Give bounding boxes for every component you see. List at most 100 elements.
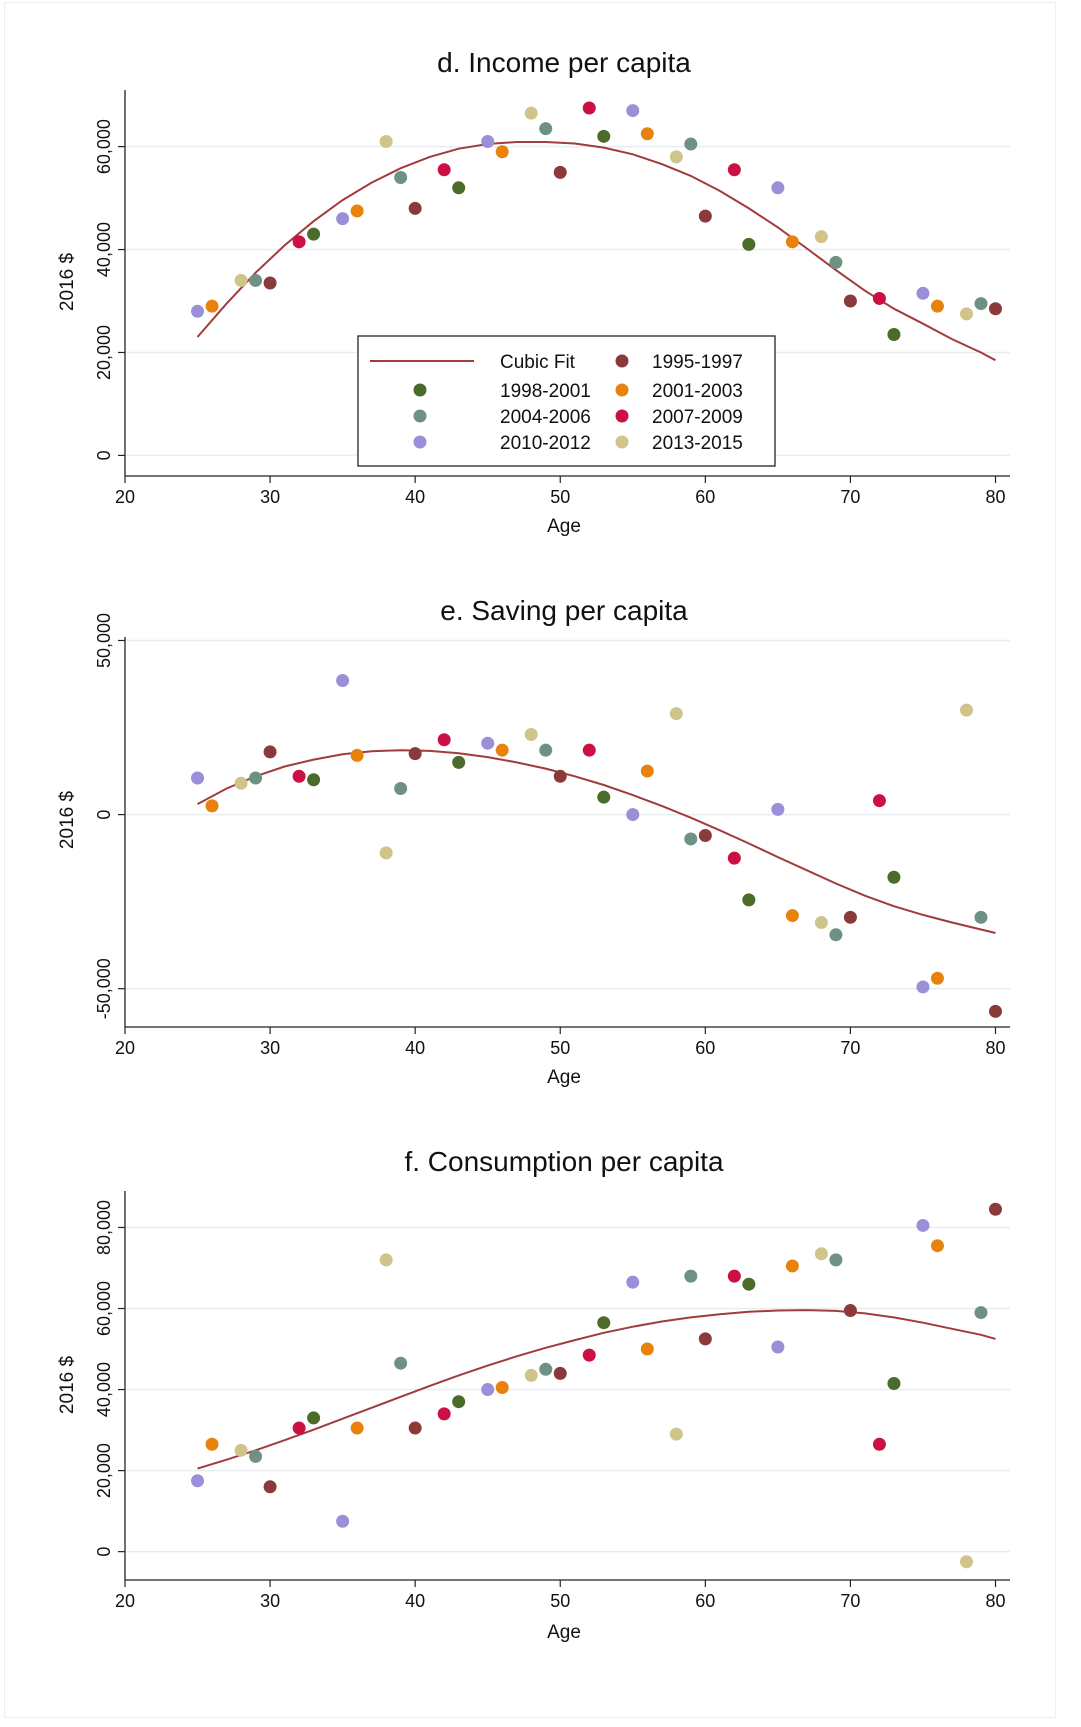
point-2001-2003 [350,204,364,218]
x-axis-label: Age [547,1067,581,1088]
point-2010-2012 [481,1383,495,1397]
point-1995-1997 [408,747,422,761]
point-2001-2003 [640,127,654,141]
y-axis-label: 2016 $ [57,791,78,850]
point-2010-2012 [771,802,785,816]
point-2004-2006 [539,743,553,757]
point-2010-2012 [481,736,495,750]
point-2013-2015 [379,1253,393,1267]
point-2013-2015 [814,916,828,930]
point-1998-2001 [887,870,901,884]
point-1995-1997 [263,745,277,759]
point-2013-2015 [234,1443,248,1457]
point-2010-2012 [481,134,495,148]
point-2007-2009 [872,794,886,808]
point-2004-2006 [684,137,698,151]
point-2004-2006 [394,781,408,795]
point-2004-2006 [249,771,263,785]
point-2010-2012 [336,1514,350,1528]
point-2001-2003 [785,235,799,249]
point-1995-1997 [408,1421,422,1435]
point-2013-2015 [379,134,393,148]
cubic-fit-line [197,1309,996,1470]
y-tick-label: 80,000 [94,1200,114,1255]
point-2001-2003 [930,299,944,313]
point-1998-2001 [452,1395,466,1409]
chart-title: e. Saving per capita [440,595,688,626]
legend-marker-2001-2003 [615,383,629,397]
point-1995-1997 [988,302,1002,316]
point-2010-2012 [336,674,350,688]
point-2004-2006 [829,1253,843,1267]
point-2001-2003 [640,1342,654,1356]
point-2010-2012 [916,980,930,994]
legend-marker-1995-1997 [615,354,629,368]
point-2010-2012 [916,286,930,300]
point-1995-1997 [843,1304,857,1318]
legend: Cubic Fit 1995-1997 1998-2001 2001-2003 … [357,335,776,467]
point-1998-2001 [742,893,756,907]
x-axis-label: Age [547,516,581,537]
point-2010-2012 [336,212,350,226]
y-tick-label: 40,000 [94,222,114,277]
x-tick-label: 40 [405,1038,425,1058]
point-2004-2006 [394,1356,408,1370]
point-2007-2009 [582,101,596,115]
point-2004-2006 [394,170,408,184]
point-2001-2003 [350,1421,364,1435]
point-1995-1997 [698,1332,712,1346]
point-2001-2003 [640,764,654,778]
point-2007-2009 [292,769,306,783]
y-tick-label: 50,000 [94,613,114,668]
legend-label-1995-1997: 1995-1997 [652,352,743,373]
point-2001-2003 [930,1239,944,1253]
y-tick-label: 60,000 [94,119,114,174]
point-2010-2012 [191,1474,205,1488]
point-2010-2012 [191,304,205,318]
x-tick-label: 60 [695,1591,715,1611]
point-2004-2006 [974,297,988,311]
point-2004-2006 [974,1306,988,1320]
x-tick-label: 40 [405,487,425,507]
x-tick-label: 20 [115,1038,135,1058]
point-2004-2006 [249,1449,263,1463]
point-2001-2003 [205,1437,219,1451]
point-2007-2009 [292,235,306,249]
point-1998-2001 [307,773,321,787]
point-1998-2001 [887,327,901,341]
legend-label-2007-2009: 2007-2009 [652,407,743,428]
point-2010-2012 [626,808,640,822]
point-1998-2001 [887,1376,901,1390]
legend-marker-2010-2012 [413,435,427,449]
x-tick-label: 70 [840,1038,860,1058]
point-1995-1997 [698,828,712,842]
chart-title: f. Consumption per capita [404,1146,723,1177]
point-2007-2009 [437,733,451,747]
point-1998-2001 [597,1316,611,1330]
point-2001-2003 [495,145,509,159]
point-1998-2001 [307,1411,321,1425]
point-2007-2009 [437,163,451,177]
legend-label-2004-2006: 2004-2006 [500,407,591,428]
x-tick-label: 50 [550,487,570,507]
point-2001-2003 [350,748,364,762]
point-2007-2009 [727,1269,741,1283]
point-2013-2015 [234,776,248,790]
point-2010-2012 [916,1218,930,1232]
point-2004-2006 [539,122,553,136]
point-1995-1997 [698,209,712,223]
y-tick-label: 60,000 [94,1281,114,1336]
point-2001-2003 [930,971,944,985]
legend-label-2013-2015: 2013-2015 [652,433,743,454]
point-2001-2003 [785,1259,799,1273]
point-2013-2015 [959,1555,973,1569]
point-2013-2015 [814,230,828,244]
point-2001-2003 [495,743,509,757]
saving-per-capita-chart: e. Saving per capita Age 2016 $ 20 30 40 50… [57,595,1010,1088]
point-1998-2001 [597,129,611,143]
point-2004-2006 [684,1269,698,1283]
point-2013-2015 [524,728,538,741]
legend-marker-2013-2015 [615,435,629,449]
point-1995-1997 [843,294,857,308]
figure-frame [4,2,1056,1718]
